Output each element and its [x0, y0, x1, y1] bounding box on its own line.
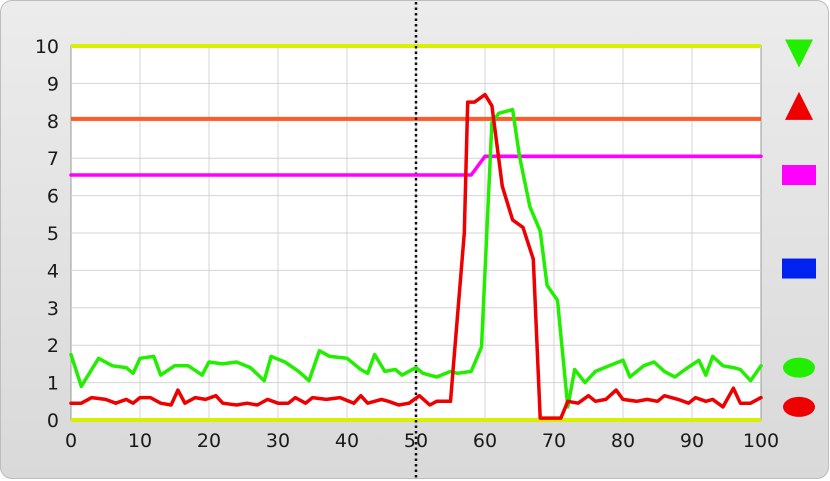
x-tick-label: 40	[335, 430, 359, 452]
x-tick-label: 70	[542, 430, 566, 452]
y-tick-label: 7	[47, 148, 59, 170]
series-line	[69, 92, 763, 420]
x-tick-label: 60	[473, 430, 497, 452]
square-marker[interactable]	[782, 165, 816, 186]
series-line	[69, 107, 763, 409]
circle-marker[interactable]	[783, 357, 815, 378]
y-tick-label: 4	[47, 260, 59, 282]
x-tick-label: 50	[404, 430, 428, 452]
series-line	[69, 154, 763, 177]
y-tick-label: 0	[47, 410, 59, 432]
y-tick-label: 5	[47, 223, 59, 245]
x-tick-label: 90	[680, 430, 704, 452]
y-tick-label: 6	[47, 186, 59, 208]
x-tick-label: 30	[266, 430, 290, 452]
x-tick-label: 10	[128, 430, 152, 452]
y-tick-label: 2	[47, 335, 59, 357]
y-tick-label: 9	[47, 73, 59, 95]
y-tick-label: 1	[47, 373, 59, 395]
triangle-up-marker[interactable]	[785, 91, 813, 120]
circle-marker[interactable]	[783, 396, 815, 417]
series-layer	[69, 92, 763, 420]
x-tick-label: 0	[65, 430, 77, 452]
y-tick-label: 8	[47, 111, 59, 133]
square-marker[interactable]	[782, 258, 816, 279]
triangle-down-marker[interactable]	[785, 39, 813, 68]
x-tick-label: 80	[611, 430, 635, 452]
x-tick-label: 20	[197, 430, 221, 452]
x-axis-ticks: 0 10 20 30 40 50 60 70 80 90 100	[65, 430, 779, 452]
y-axis-ticks: 0 1 2 3 4 5 6 7 8 9 10	[35, 36, 59, 432]
y-tick-label: 10	[35, 36, 59, 58]
y-tick-label: 3	[47, 298, 59, 320]
legend[interactable]	[782, 39, 816, 417]
x-tick-label: 100	[743, 430, 779, 452]
